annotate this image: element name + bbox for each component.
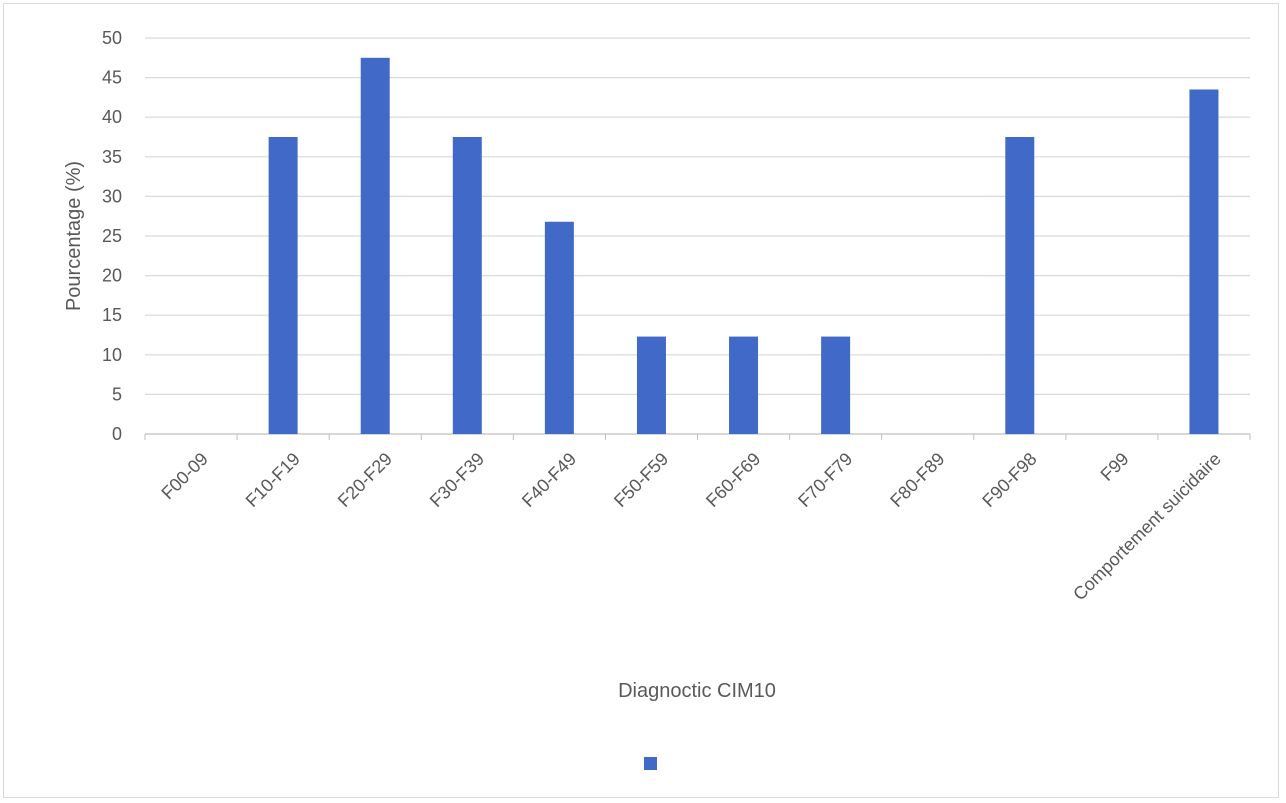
x-axis-tick-labels: F00-09 F10-F19 F20-F29 F30-F39 F40-F49 F50-F5… [157,449,1224,605]
x-tick-label: F30-F39 [426,449,488,511]
x-tick-label: F99 [1097,449,1133,485]
y-tick-label: 50 [102,28,122,48]
y-tick-label: 25 [102,226,122,246]
x-tick-label: F50-F59 [610,449,672,511]
bar [268,137,298,434]
bar [1189,89,1219,434]
y-tick-label: 0 [112,424,122,444]
y-tick-label: 40 [102,107,122,127]
bars [268,57,1219,435]
x-tick-label: F20-F29 [334,449,396,511]
x-tick-label: F10-F19 [242,449,304,511]
y-tick-label: 35 [102,147,122,167]
bar [452,137,482,434]
bar [1005,137,1035,434]
x-tick-label: F80-F89 [886,449,948,511]
x-tick-label: F40-F49 [518,449,580,511]
x-tick-label: F60-F69 [702,449,764,511]
legend-swatch [644,757,657,770]
y-tick-label: 5 [112,384,122,404]
y-axis-label: Pourcentage (%) [63,161,85,311]
y-tick-label: 15 [102,305,122,325]
bar [729,336,759,434]
x-tick-label: F90-F98 [978,449,1040,511]
gridlines [144,37,1251,440]
bar [636,336,666,434]
x-axis-label: Diagnoctic CIM10 [618,680,776,702]
bar [360,57,390,435]
x-tick-label: F00-09 [157,449,211,503]
bar [544,221,574,434]
chart-border [3,3,1279,798]
y-tick-label: 10 [102,345,122,365]
bar [821,336,851,434]
y-tick-label: 20 [102,266,122,286]
y-tick-label: 45 [102,68,122,88]
y-tick-label: 30 [102,186,122,206]
x-tick-label: Comportement suicidaire [1069,449,1225,605]
y-axis-tick-labels: 0 5 10 15 20 25 30 35 40 45 50 [102,28,122,444]
x-tick-label: F70-F79 [794,449,856,511]
